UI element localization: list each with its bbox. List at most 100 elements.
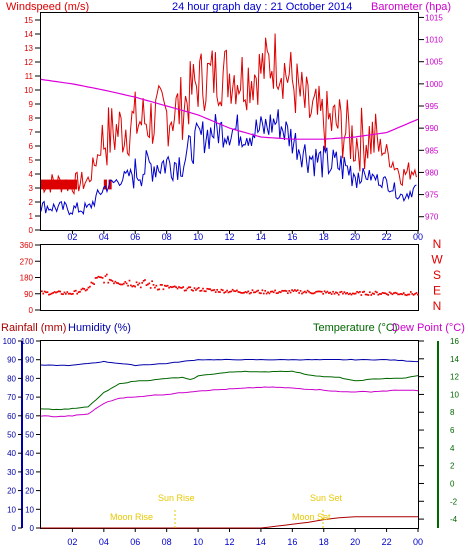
direction-point <box>89 285 91 288</box>
direction-point <box>113 282 115 285</box>
wind-tick-label: 1 <box>29 212 34 221</box>
chart-title: 24 hour graph day : 21 October 2014 <box>172 1 352 13</box>
direction-point <box>270 290 272 293</box>
direction-point <box>53 291 56 293</box>
direction-point <box>319 290 322 293</box>
wind-tick-label: 11 <box>25 72 34 81</box>
baro-tick-label: 1000 <box>425 80 443 89</box>
panel3-x-tick-label: 00 <box>413 537 423 547</box>
rain-tick-label: 0 <box>12 524 17 533</box>
direction-point <box>189 286 192 289</box>
dewpoint-axis-label: Dew Point (°C) <box>392 322 465 334</box>
direction-point <box>344 292 347 295</box>
direction-point <box>162 288 165 291</box>
sun-rise-label: Sun Rise <box>158 493 195 503</box>
direction-point <box>156 288 159 291</box>
direction-point <box>414 292 416 295</box>
hum-tick-label: 60 <box>25 412 34 421</box>
direction-point <box>294 289 296 291</box>
hum-tick-label: 0 <box>30 524 35 533</box>
rain-tick-label: 20 <box>7 487 16 496</box>
direction-point <box>374 290 377 293</box>
direction-point <box>329 291 332 294</box>
direction-point <box>284 289 286 292</box>
panel1-x-tick-label: 14 <box>256 232 266 242</box>
direction-point <box>308 290 310 293</box>
direction-point <box>277 292 279 294</box>
temp-tick-label: 4 <box>450 444 455 453</box>
direction-point <box>325 291 327 294</box>
hum-tick-label: 30 <box>25 468 34 477</box>
direction-point <box>342 292 344 295</box>
direction-point <box>363 290 366 293</box>
direction-point <box>200 289 203 292</box>
direction-point <box>397 293 399 296</box>
direction-point <box>281 289 284 292</box>
rain-tick-label: 50 <box>7 431 16 440</box>
direction-point <box>223 291 226 294</box>
direction-point <box>279 291 282 294</box>
direction-point <box>318 290 320 293</box>
direction-point <box>166 284 169 287</box>
panel1-x-tick-label: 18 <box>319 232 329 242</box>
direction-point <box>57 290 60 293</box>
direction-point <box>236 289 238 292</box>
direction-point <box>107 281 110 284</box>
hum-tick-label: 80 <box>25 374 34 383</box>
direction-point <box>94 277 97 279</box>
direction-point <box>97 275 100 278</box>
direction-point <box>347 293 350 296</box>
wind-tick-label: 14 <box>24 30 33 39</box>
direction-point <box>180 287 183 289</box>
direction-point <box>108 278 111 281</box>
direction-point <box>234 290 237 293</box>
direction-point <box>161 284 163 286</box>
direction-point <box>254 291 257 294</box>
direction-point <box>81 287 84 290</box>
direction-point <box>159 284 162 286</box>
direction-point <box>353 292 356 295</box>
baro-tick-label: 975 <box>425 191 439 200</box>
direction-point <box>175 286 177 289</box>
direction-point <box>132 284 135 287</box>
direction-point <box>327 292 330 294</box>
wind-tick-label: 6 <box>29 142 34 151</box>
direction-point <box>84 289 87 292</box>
direction-point <box>227 291 230 294</box>
direction-point <box>103 281 105 284</box>
direction-point <box>59 290 62 293</box>
dir-tick-label: 180 <box>20 274 34 283</box>
direction-point <box>260 292 262 295</box>
direction-point <box>207 288 210 290</box>
direction-point <box>185 289 187 292</box>
direction-point <box>203 290 206 292</box>
baro-tick-label: 970 <box>425 213 439 222</box>
direction-point <box>209 288 211 291</box>
wind-tick-label: 0 <box>29 226 34 235</box>
direction-point <box>335 291 337 294</box>
rain-tick-label: 60 <box>7 412 16 421</box>
direction-point <box>182 286 185 288</box>
direction-point <box>316 290 319 293</box>
direction-point <box>186 287 189 290</box>
wind-tick-label: 4 <box>29 170 34 179</box>
compass-letter: S <box>433 268 441 282</box>
barometer-line <box>40 78 419 140</box>
panel3-x-tick-label: 16 <box>287 537 297 547</box>
direction-point <box>356 290 358 293</box>
direction-point <box>77 291 80 294</box>
direction-point <box>179 286 182 289</box>
direction-point <box>65 292 67 295</box>
direction-point <box>366 293 368 296</box>
rainfall-line <box>41 516 418 529</box>
panel3-x-tick-label: 20 <box>350 537 360 547</box>
direction-point <box>346 292 349 294</box>
direction-point <box>245 291 248 294</box>
direction-point <box>388 291 391 294</box>
direction-point <box>238 291 241 294</box>
direction-point <box>387 294 390 296</box>
direction-point <box>98 276 101 279</box>
direction-point <box>111 280 114 282</box>
